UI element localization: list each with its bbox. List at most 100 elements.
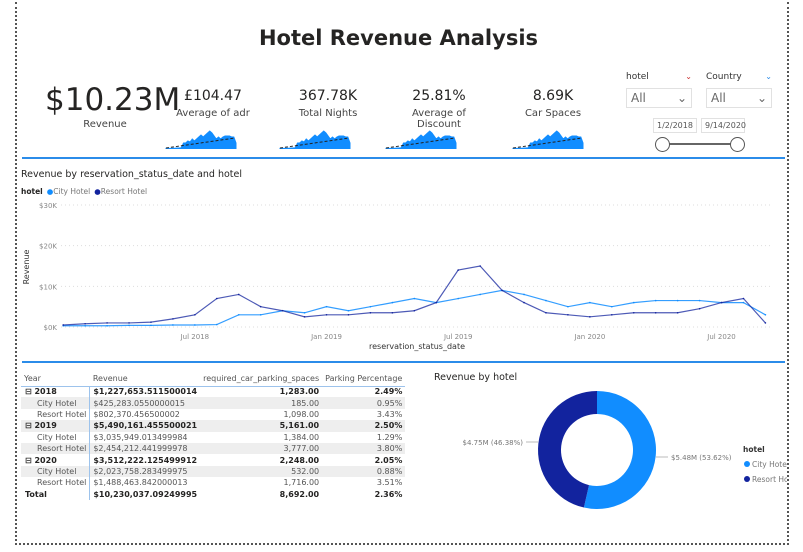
row-label: City Hotel [21, 465, 90, 478]
legend-dot-icon: ● [46, 187, 54, 196]
legend-title: hotel [21, 187, 43, 196]
table-row: City Hotel $2,023,758.283499975 532.00 0.88… [21, 465, 406, 478]
matrix-table: Year Revenue required_car_parking_spaces Pa… [21, 372, 406, 500]
cell: 2.49% [374, 387, 403, 397]
cell: $2,023,758.283499975 [89, 465, 201, 478]
date-slider-end-handle[interactable] [730, 137, 745, 152]
kpi-value: 367.78K [298, 88, 358, 104]
table-row: ⊟ 2020 $3,512,222.125499912 2,248.00 2.05% [21, 454, 405, 466]
cell: $425,283.0550000015 [89, 397, 201, 409]
start-date-input[interactable]: 1/2/2018 [653, 118, 697, 133]
kpi-value: £104.47 [184, 88, 242, 104]
data-point [457, 269, 459, 271]
y-axis-title: Revenue [22, 250, 31, 285]
row-label: Resort Hotel [37, 409, 87, 419]
y-tick-label: $30K [39, 202, 57, 210]
data-point [194, 324, 196, 326]
data-point [347, 309, 350, 312]
row-label: City Hotel [37, 432, 77, 442]
data-point [611, 305, 613, 308]
kpi-card-car-spaces: 8.69K Car Spaces [503, 88, 603, 119]
cell: $802,370.456500002 [89, 408, 201, 421]
cell: 1,716.00 [283, 478, 320, 488]
end-date-input[interactable]: 9/14/2020 [701, 118, 746, 133]
chevron-down-icon: ⌄ [676, 91, 687, 105]
chevron-down-icon[interactable]: ⌄ [765, 72, 772, 81]
data-point [216, 323, 218, 326]
country-dropdown[interactable]: All ⌄ [706, 88, 772, 108]
cell: $1,227,653.511500014 [89, 386, 201, 398]
table-row: City Hotel $3,035,949.013499984 1,384.00 1.… [21, 431, 405, 443]
y-tick-label: $10K [39, 283, 57, 291]
column-header[interactable]: Revenue [92, 374, 128, 384]
cell: $5,490,161.455500021 [89, 420, 201, 432]
donut-chart: $5.48M (53.62%) $4.75M (46.38%) hotel City … [463, 391, 787, 509]
cell: 2.50% [322, 420, 406, 432]
trend-line [512, 137, 583, 149]
data-point [150, 324, 152, 327]
hotel-slicer: hotel ⌄ All ⌄ [626, 72, 692, 108]
data-point [589, 301, 591, 304]
sparkline-area [512, 130, 584, 149]
data-point [413, 297, 416, 300]
cell: $2,454,212.441999978 [89, 442, 201, 455]
kpi-value: 25.81% [412, 88, 466, 104]
data-point [632, 301, 635, 304]
cell: $1,488,463.842000013 [89, 477, 201, 489]
legend-dot-icon [744, 461, 750, 467]
row-label: ⊟ 2019 [21, 420, 90, 432]
country-dropdown-value: All [711, 91, 726, 105]
column-header[interactable]: required_car_parking_spaces [203, 374, 320, 384]
cell: 2.36% [374, 489, 403, 499]
kpi-card-nights: 367.78K Total Nights [278, 88, 378, 119]
chevron-down-icon[interactable]: ⌄ [685, 72, 692, 81]
data-point [611, 314, 613, 316]
series-line-city-hotel [63, 289, 766, 327]
date-slider-start-handle[interactable] [655, 137, 670, 152]
legend-resort-hotel[interactable]: Resort Hotel [100, 187, 148, 196]
trend-line [279, 137, 350, 149]
data-point [303, 316, 306, 318]
data-point [742, 297, 745, 300]
data-point [128, 322, 130, 324]
kpi-label: Total Nights [298, 108, 358, 119]
row-label: ⊟ 2020 [25, 455, 57, 465]
kpi-label: Average of Discount [412, 108, 466, 130]
data-point [106, 322, 108, 324]
table-row: ⊟ 2019 $5,490,161.455500021 5,161.00 2.50% [21, 420, 406, 432]
column-header[interactable]: Year [24, 374, 41, 384]
legend-city-hotel[interactable]: City Hotel [53, 187, 91, 196]
sparkline-car-spaces [512, 130, 584, 149]
cell: $10,230,037.09249995 [89, 488, 201, 500]
row-label: City Hotel [21, 397, 90, 409]
column-header[interactable]: Parking Percentage [325, 374, 403, 384]
hotel-dropdown-value: All [631, 91, 646, 105]
hotel-slicer-label: hotel [626, 72, 649, 82]
data-point [84, 324, 86, 327]
data-point [501, 289, 503, 292]
line-chart-title: Revenue by reservation_status_date and h… [21, 169, 243, 180]
data-point [194, 314, 196, 316]
x-tick-label: Jan 2019 [310, 333, 342, 341]
x-tick-label: Jul 2020 [706, 333, 736, 341]
cell: $3,512,222.125499912 [89, 454, 201, 466]
data-point [698, 307, 701, 310]
data-point [150, 321, 152, 323]
data-point [435, 301, 438, 304]
table-row: City Hotel $425,283.0550000015 185.00 0.95% [21, 397, 406, 409]
data-point [764, 322, 767, 324]
data-point [259, 314, 262, 316]
row-label: Resort Hotel [21, 442, 90, 455]
data-point [216, 297, 218, 300]
data-point [347, 314, 350, 316]
sparkline-area [165, 130, 237, 149]
date-slider-track[interactable] [661, 143, 737, 145]
revenue-kpi-label: Revenue [83, 119, 127, 130]
data-label-resort: $4.75M (46.38%) [463, 439, 524, 447]
donut-slice-city-hotel [583, 391, 656, 509]
data-point [654, 299, 657, 302]
data-label-city: $5.48M (53.62%) [671, 454, 732, 462]
table-row: Total $10,230,037.09249995 8,692.00 2.36% [21, 488, 405, 500]
hotel-dropdown[interactable]: All ⌄ [626, 88, 692, 108]
divider [22, 361, 785, 363]
